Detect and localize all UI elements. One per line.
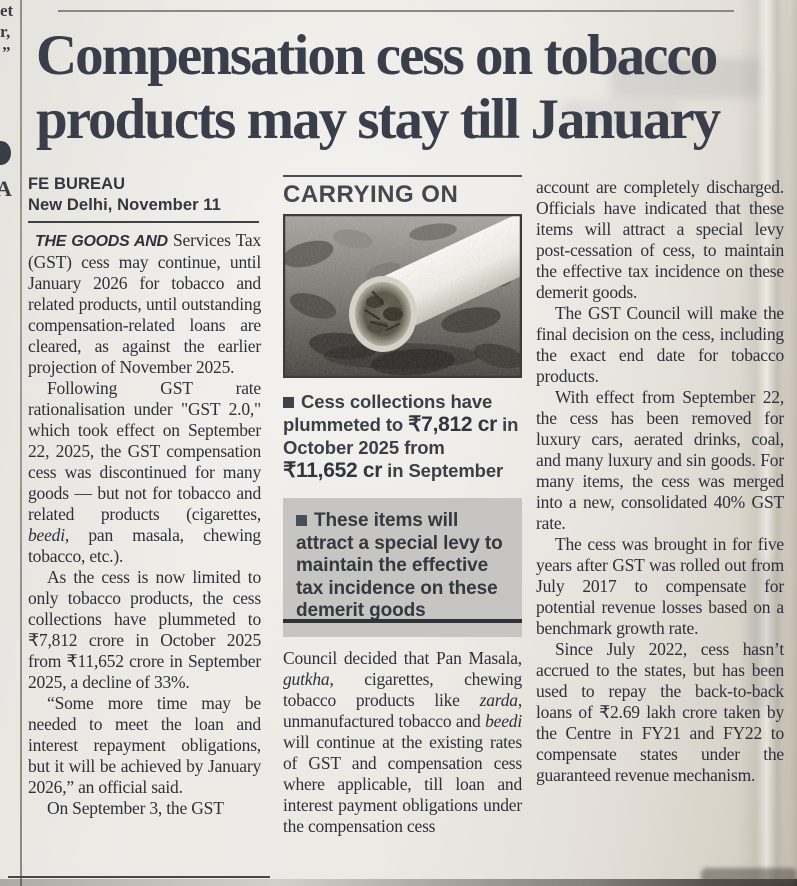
caption-text: in September — [382, 460, 504, 481]
paragraph: THE GOODS AND Services Tax (GST) cess ma… — [28, 230, 261, 378]
article-column-3: account are completely discharged. Offic… — [536, 177, 784, 786]
square-bullet-icon — [296, 515, 307, 526]
scan-edge — [0, 879, 797, 886]
section-bottom-rule — [8, 876, 270, 878]
article-column-2: Council decided that Pan Masala, gutkha,… — [283, 648, 522, 837]
paragraph: As the cess is now limited to only tobac… — [28, 567, 261, 692]
pull-quote-bottom-rule — [283, 619, 522, 623]
paragraph: Following GST rate rationalisation under… — [28, 378, 261, 567]
caption-text: Cess collections have plummeted to — [283, 391, 493, 435]
italic-term: beedi — [485, 711, 522, 731]
edge-glyph-fragment — [0, 141, 11, 165]
paragraph: Council decided that Pan Masala, gutkha,… — [283, 648, 522, 837]
article-headline: Compensation cess on tobacco products ma… — [36, 24, 750, 152]
edge-text-fragment: r, — [0, 22, 11, 41]
headline-top-rule — [58, 10, 734, 12]
italic-term: zarda — [479, 690, 518, 710]
edge-text-fragment: et — [0, 1, 14, 20]
page-edge-shadow — [783, 0, 797, 886]
paragraph: The cess was brought in for five years a… — [536, 534, 784, 638]
lead-in-text: THE GOODS AND — [35, 233, 168, 250]
paragraph-text: Services Tax (GST) cess may continue, un… — [28, 230, 262, 377]
kicker-heading: CARRYING ON — [283, 181, 459, 208]
ink-bleed-smudge — [748, 560, 778, 710]
paragraph-text: , unmanufactured tobacco and — [283, 690, 522, 731]
paragraph: Since July 2022, cess hasn’t accrued to … — [536, 639, 784, 785]
caption-amount: ₹7,812 cr — [408, 413, 498, 436]
paragraph: account are completely discharged. Offic… — [536, 177, 784, 302]
paragraph: With effect from September 22, the cess … — [536, 387, 784, 533]
scan-corner-shadow — [701, 868, 797, 886]
cigarette-photo-graphic — [283, 214, 522, 378]
column-divider-rule — [20, 0, 22, 886]
paragraph-text: Council decided that Pan Masala, — [283, 648, 522, 668]
headline-line-2: products may stay till January — [36, 88, 721, 151]
caption-amount: ₹11,652 cr — [283, 459, 383, 482]
ink-bleed-smudge — [610, 58, 760, 98]
paragraph: “Some more time may be needed to meet th… — [28, 693, 261, 797]
caption-text: in October 2025 from — [283, 414, 519, 458]
byline-dateline: New Delhi, November 11 — [28, 196, 221, 214]
paragraph: On September 3, the GST — [47, 798, 224, 818]
square-bullet-icon — [283, 397, 294, 408]
paragraph-text: will continue at the existing rates of G… — [283, 732, 522, 836]
photo-caption: Cess collections have plummeted to ₹7,81… — [283, 390, 522, 482]
article-column-1: THE GOODS AND Services Tax (GST) cess ma… — [28, 230, 261, 819]
paragraph-text: Following GST rate rationalisation under… — [28, 378, 261, 524]
byline: FE BUREAU New Delhi, November 11 — [28, 174, 259, 223]
paragraph-text: , pan masala, chewing tobacco, etc.). — [28, 525, 261, 566]
pull-quote-box: These items will attract a special levy … — [283, 498, 522, 637]
ink-bleed-smudge — [560, 100, 680, 122]
cigarette-photo — [283, 214, 522, 378]
headline-line-1: Compensation cess on tobacco — [36, 24, 718, 87]
byline-bureau: FE BUREAU — [28, 175, 126, 193]
edge-text-fragment: ” — [2, 43, 11, 62]
paragraph: The GST Council will make the final deci… — [536, 303, 784, 386]
edge-text-fragment: A — [0, 176, 12, 201]
pull-quote-text: These items will attract a special levy … — [296, 510, 503, 621]
kicker-rule — [283, 175, 522, 177]
italic-term: beedi — [28, 525, 65, 545]
italic-term: gutkha — [283, 669, 330, 689]
paragraph-text: , cigarettes, chewing tobacco products l… — [283, 669, 522, 710]
